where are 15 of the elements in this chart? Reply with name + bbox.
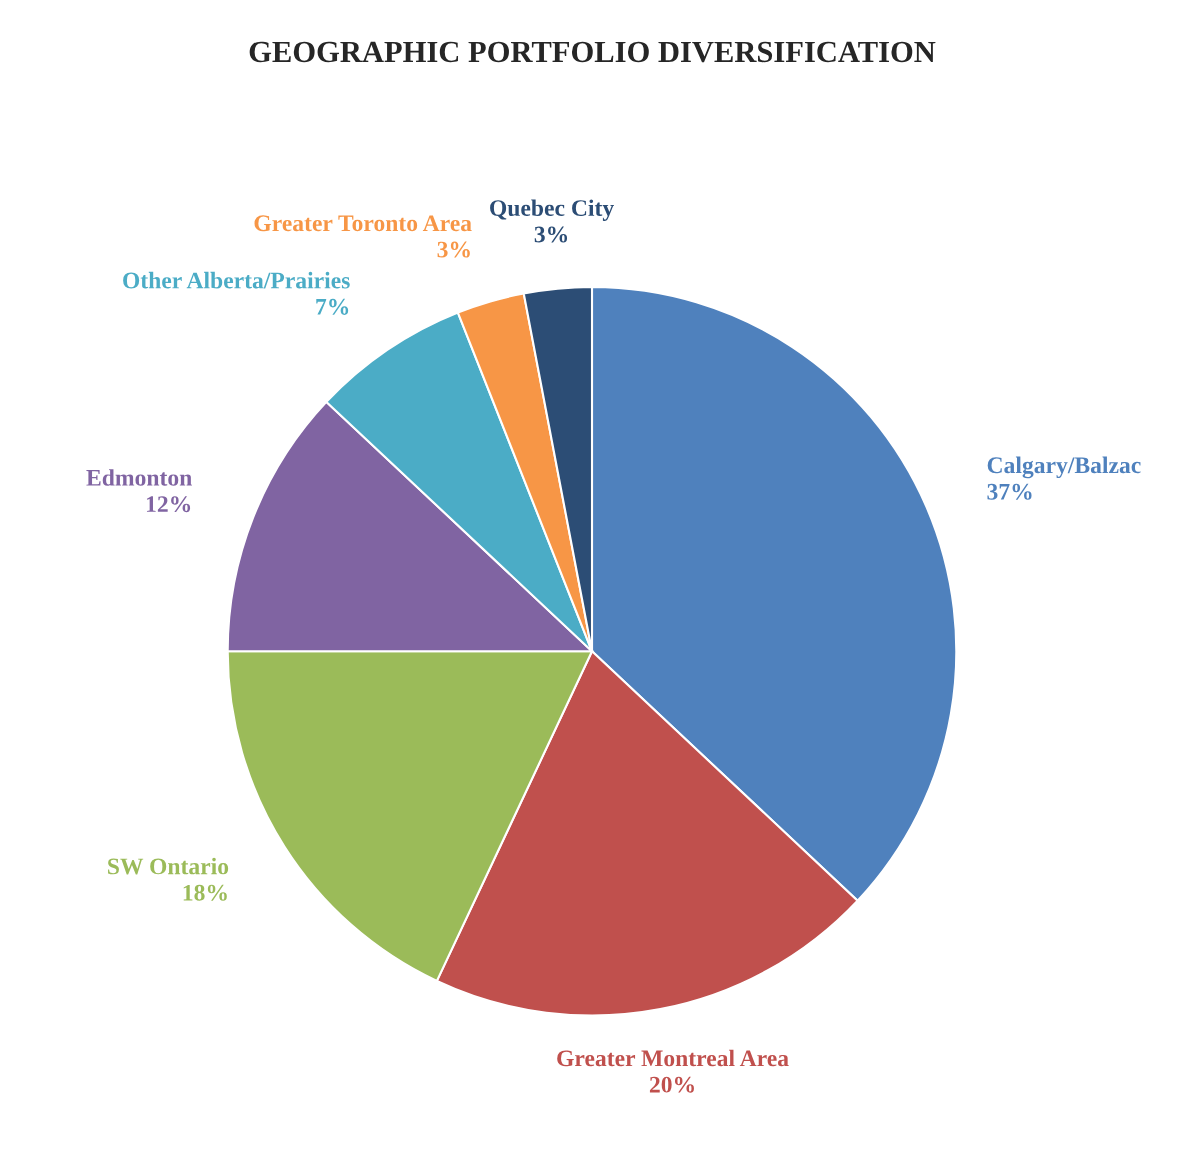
data-label: 3% [437,241,470,258]
slice-label: Greater Montreal Area [557,1049,789,1067]
data-label: 3% [534,226,568,243]
data-label: 18% [183,884,227,901]
chart-title: GEOGRAPHIC PORTFOLIO DIVERSIFICATION [249,41,936,63]
slice-label: Other Alberta/Prairies [123,271,350,289]
data-label: 12% [146,496,191,513]
slice-label: Calgary/Balzac [987,456,1141,479]
slice-label: Edmonton [86,469,192,486]
slice-label: SW Ontario [108,857,229,875]
data-label: 7% [316,298,349,315]
slice-label: Greater Toronto Area [254,215,472,232]
data-label: 37% [987,483,1032,500]
slice-label: Quebec City [490,199,614,221]
data-label: 20% [649,1076,694,1093]
